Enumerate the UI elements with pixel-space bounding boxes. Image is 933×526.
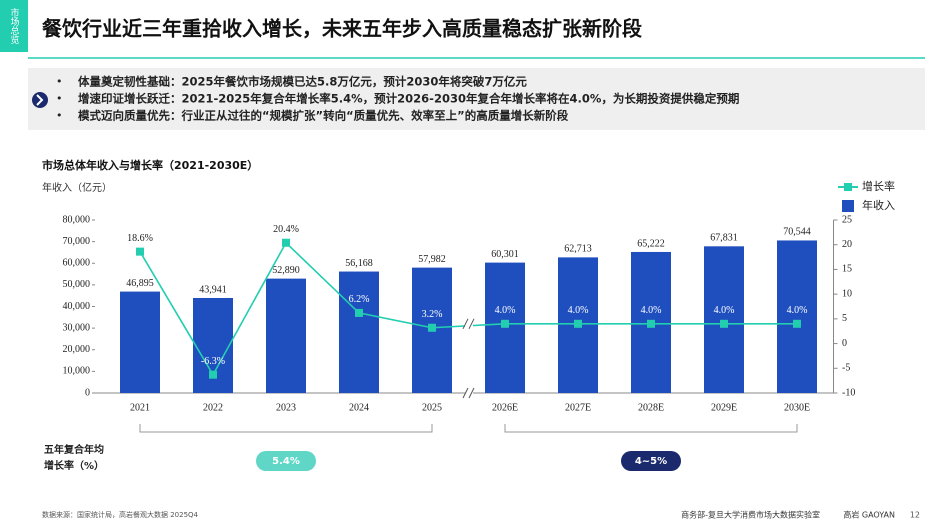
org: 商务部-复旦大学消费市场大数据实验室	[681, 510, 820, 520]
bar-value-label: 62,713	[564, 244, 592, 255]
legend-label: 年收入	[862, 198, 895, 212]
bar	[266, 278, 306, 393]
x-tick-label: 2025	[422, 402, 442, 413]
y2-tick-label: -5	[842, 363, 850, 374]
y2-tick-label: 25	[842, 214, 852, 225]
y-tick-label: 10,000	[63, 366, 91, 377]
cagr-pill	[621, 451, 681, 471]
chevron	[36, 94, 44, 106]
legend-marker	[844, 183, 852, 191]
chevron-circle	[32, 92, 48, 108]
line-marker	[282, 238, 290, 247]
x-tick-label: 2027E	[565, 402, 591, 413]
break-mark	[462, 387, 475, 399]
y-tick-label: 30,000	[63, 322, 91, 333]
y2-tick-label: 15	[842, 264, 852, 275]
source: 数据来源：国家统计局，高岩餐观大数据 2025Q4	[42, 510, 199, 519]
cagr-value: 4~5%	[635, 456, 667, 467]
legend-label: 增长率	[862, 179, 895, 193]
bullet: 增速印证增长跃迁：2021-2025年复合年增长率5.4%，预计2026-203…	[78, 92, 739, 106]
bar-value-label: 67,831	[710, 233, 738, 244]
bar-value-label: 56,168	[345, 258, 373, 269]
break-gap	[465, 317, 473, 330]
y-tick-label: 0	[85, 387, 90, 398]
bullet-dot: •	[56, 75, 63, 88]
y2-tick-label: 10	[842, 288, 852, 299]
line-marker	[209, 370, 217, 379]
y2-tick-label: 5	[842, 313, 847, 324]
tag-box	[0, 0, 28, 52]
x-tick-label: 2026E	[492, 402, 518, 413]
line-value-label: 4.0%	[568, 305, 589, 316]
bar-value-label: 65,222	[637, 238, 665, 249]
bar-value-label: 70,544	[783, 227, 811, 238]
bar	[193, 297, 233, 393]
bullet-dot: •	[56, 92, 63, 105]
y-tick-label: 50,000	[63, 279, 91, 290]
cagr-label: 五年复合年均	[44, 443, 104, 456]
line-value-label: 4.0%	[641, 305, 662, 316]
x-tick-label: 2028E	[638, 402, 664, 413]
bar-value-label: 60,301	[491, 249, 519, 260]
cagr-label: 增长率（%）	[44, 459, 104, 472]
break-gap	[465, 387, 473, 399]
bar	[339, 271, 379, 393]
x-tick-label: 2029E	[711, 402, 737, 413]
line-marker	[720, 319, 728, 328]
chart-title: 市场总体年收入与增长率（2021-2030E）	[42, 158, 258, 172]
bullet: 模式迈向质量优先：行业正从过往的“规模扩张”转向“质量优先、效率至上”的高质量增…	[78, 109, 569, 123]
slide-title: 餐饮行业近三年重拾收入增长，未来五年步入高质量稳态扩张新阶段	[42, 17, 642, 41]
x-tick-label: 2024	[349, 402, 369, 413]
line-value-label: 3.2%	[422, 309, 443, 320]
line-value-label: 18.6%	[127, 233, 153, 244]
y-axis-label: 年收入（亿元）	[42, 181, 112, 194]
bar-value-label: 52,890	[272, 265, 300, 276]
page-number: 12	[910, 511, 920, 520]
x-tick-label: 2021	[130, 402, 150, 413]
y-tick-label: 80,000	[63, 214, 91, 225]
bracket	[504, 424, 798, 433]
line-value-label: -6.3%	[201, 356, 225, 367]
line-marker	[136, 247, 144, 256]
line-marker	[574, 319, 582, 328]
y-tick-label: 70,000	[63, 236, 91, 247]
line-value-label: 4.0%	[787, 305, 808, 316]
cagr-value: 5.4%	[272, 456, 300, 467]
line-marker	[647, 319, 655, 328]
legend-swatch	[842, 200, 854, 212]
bar	[704, 246, 744, 393]
line-marker	[793, 319, 801, 328]
bullet: 体量奠定韧性基础：2025年餐饮市场规模已达5.8万亿元，预计2030年将突破7…	[78, 75, 527, 89]
line-value-label: 4.0%	[714, 305, 735, 316]
y-tick-label: 20,000	[63, 344, 91, 355]
x-tick-label: 2030E	[784, 402, 810, 413]
line-marker	[501, 319, 509, 328]
line-value-label: 4.0%	[495, 305, 516, 316]
y-tick-label: 60,000	[63, 258, 91, 269]
bar	[120, 291, 160, 393]
bar-value-label: 57,982	[418, 254, 446, 265]
brand: 高岩 GAOYAN	[843, 510, 895, 520]
y-tick-label: 40,000	[63, 301, 91, 312]
line	[139, 241, 797, 377]
cagr-pill	[256, 451, 316, 471]
bar-value-label: 46,895	[126, 278, 154, 289]
bar	[777, 240, 817, 393]
bullet-box	[28, 68, 925, 130]
bullet-dot: •	[56, 109, 63, 122]
line-value-label: 20.4%	[273, 224, 299, 235]
line-marker	[428, 323, 436, 332]
x-tick-label: 2023	[276, 402, 296, 413]
bracket	[139, 424, 433, 433]
break-mark	[462, 318, 475, 330]
tag-text: 市场总览	[9, 7, 20, 45]
line-marker	[355, 308, 363, 317]
line-value-label: 6.2%	[349, 294, 370, 305]
y2-tick-label: -10	[842, 387, 855, 398]
y2-tick-label: 0	[842, 338, 847, 349]
y2-tick-label: 20	[842, 239, 852, 250]
bar-value-label: 43,941	[199, 284, 227, 295]
x-tick-label: 2022	[203, 402, 223, 413]
